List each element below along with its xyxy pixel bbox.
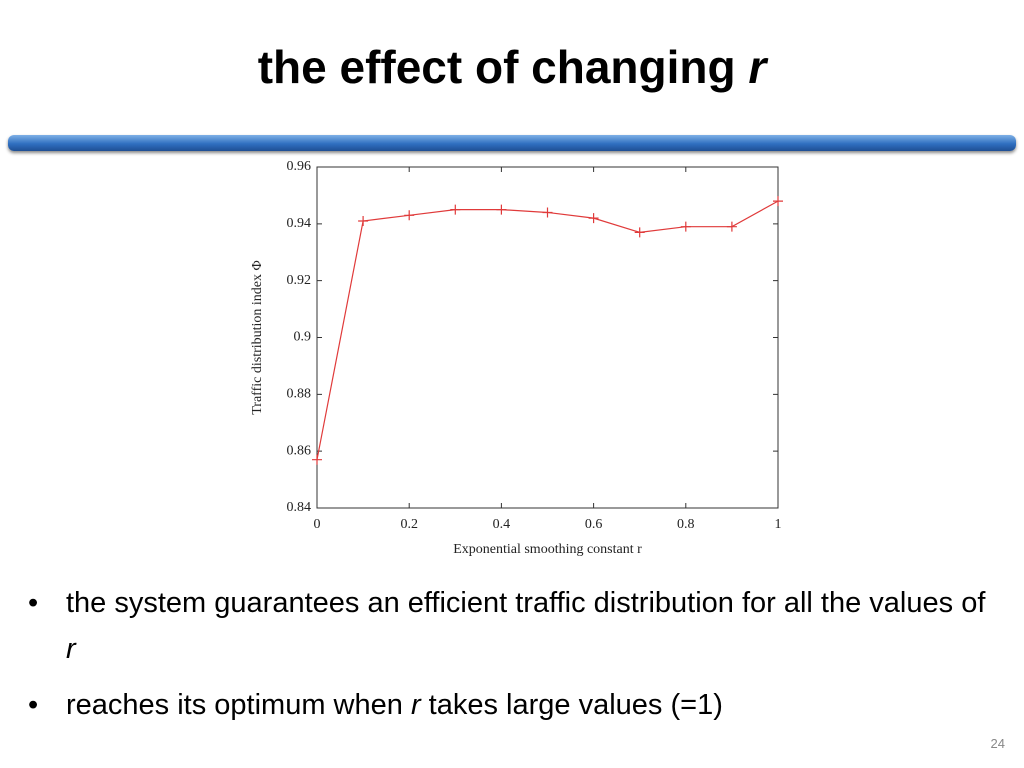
- title-text: the effect of changing: [257, 41, 736, 93]
- x-tick-label: 0.4: [493, 517, 511, 532]
- y-tick-label: 0.92: [287, 273, 312, 288]
- page-number: 24: [990, 736, 1005, 751]
- x-tick-label: 0.6: [585, 517, 603, 532]
- slide-title: the effect of changing r: [0, 40, 1024, 94]
- y-tick-label: 0.86: [287, 443, 312, 458]
- point-marker: [588, 213, 599, 224]
- bullet-text: the system guarantees an efficient traff…: [66, 587, 986, 619]
- title-rule: [8, 135, 1016, 151]
- point-marker: [404, 210, 415, 221]
- bullet: the system guarantees an efficient traff…: [28, 580, 996, 672]
- bullet-var: r: [66, 633, 76, 665]
- bullet-var: r: [410, 689, 421, 721]
- x-tick-label: 1: [775, 517, 782, 532]
- x-tick-label: 0.2: [400, 517, 418, 532]
- point-marker: [358, 215, 369, 226]
- y-tick-label: 0.88: [287, 387, 312, 402]
- bullet-text: reaches its optimum when: [66, 689, 403, 721]
- bullet: reaches its optimum when r takes large v…: [28, 682, 996, 728]
- point-marker: [496, 204, 507, 215]
- x-tick-label: 0: [314, 517, 321, 532]
- point-marker: [450, 204, 461, 215]
- chart: 0 0.2 0.4 0.6 0.8 1 0.84 0.86 0.88 0.9 0.92 0.94 0.9…: [250, 159, 783, 557]
- series-line: [316, 200, 779, 460]
- x-axis-label: Exponential smoothing constant r: [453, 542, 642, 557]
- y-tick-label: 0.84: [287, 500, 312, 515]
- point-marker: [680, 221, 691, 232]
- point-marker: [312, 454, 322, 465]
- point-marker: [542, 207, 553, 218]
- point-marker: [773, 196, 783, 207]
- point-marker: [726, 221, 737, 232]
- y-tick-label: 0.9: [294, 330, 312, 345]
- x-tick-label: 0.8: [677, 517, 695, 532]
- title-var: r: [748, 41, 767, 93]
- y-axis-label: Traffic distribution index Φ: [250, 260, 265, 415]
- bullet-text: takes large values (=1): [428, 689, 723, 721]
- y-tick-label: 0.96: [287, 159, 312, 174]
- point-marker: [634, 227, 645, 238]
- y-tick-label: 0.94: [287, 216, 312, 231]
